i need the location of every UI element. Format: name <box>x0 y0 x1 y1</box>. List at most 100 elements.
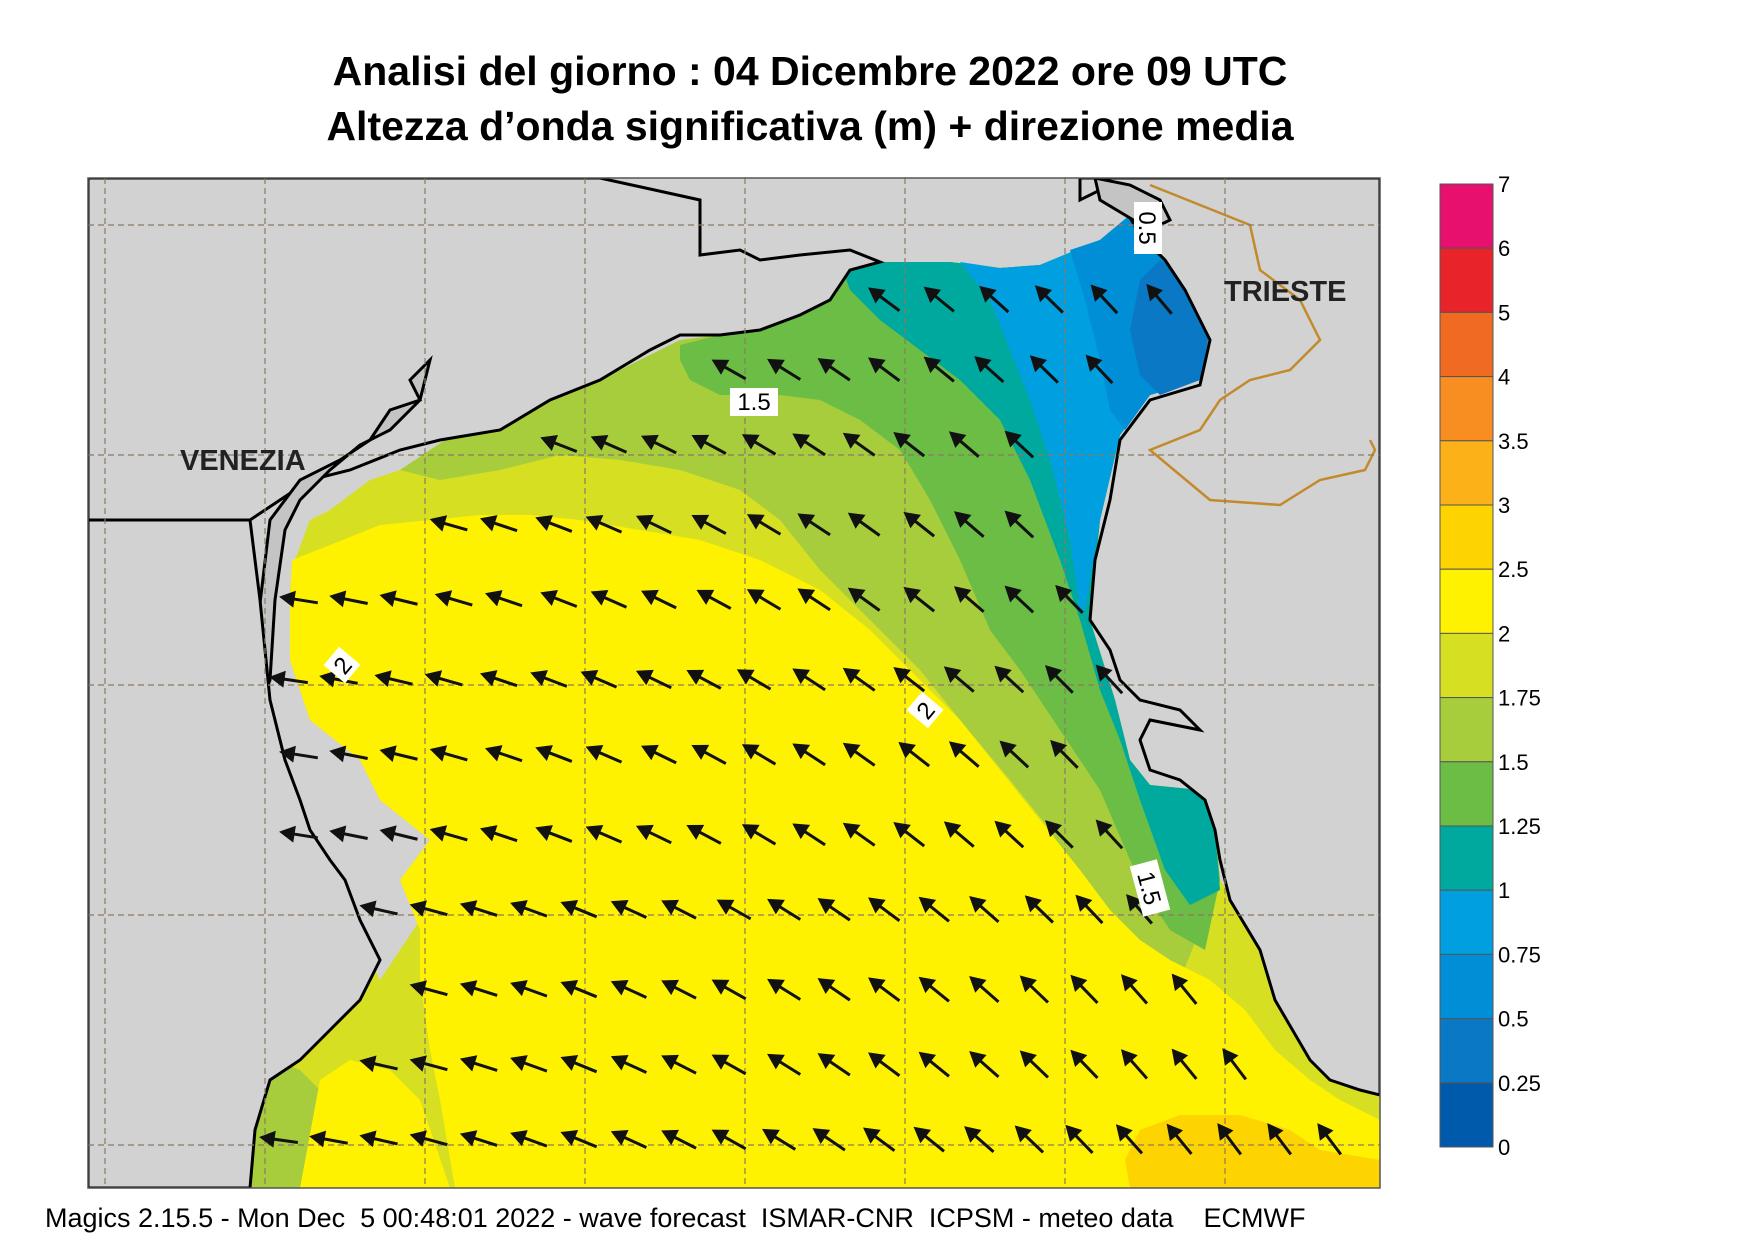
wave-arrow-head <box>661 1129 679 1146</box>
wave-arrow-head <box>560 980 579 996</box>
wave-arrow-head <box>868 977 886 994</box>
legend-level-label: 0.5 <box>1498 1007 1529 1032</box>
wave-arrow-head <box>379 825 397 842</box>
wave-arrow-head <box>964 1126 982 1143</box>
legend-swatch <box>1439 1018 1494 1084</box>
legend-level-label: 0 <box>1498 1135 1510 1160</box>
wave-arrow-head <box>329 745 347 763</box>
wave-arrow-head <box>969 896 987 913</box>
legend-swatch <box>1439 440 1494 506</box>
wave-arrow-head <box>635 514 654 531</box>
wave-arrow-head <box>1014 1125 1032 1143</box>
wave-arrow-head <box>510 980 528 997</box>
wave-arrow-head <box>746 589 765 605</box>
legend-level-label: 3 <box>1498 493 1510 518</box>
city-label-trieste: TRIESTE <box>1224 276 1346 308</box>
wave-arrow-head <box>510 1130 528 1147</box>
wave-arrow-head <box>590 589 609 606</box>
wave-arrow-head <box>847 587 866 604</box>
wave-arrow-head <box>1146 283 1163 302</box>
wave-arrow-head <box>1070 974 1088 992</box>
wave-arrow-head <box>540 435 558 451</box>
wave-arrow-head <box>1075 894 1093 912</box>
wave-arrow-head <box>1050 740 1068 758</box>
wave-arrow-head <box>797 513 816 530</box>
wave-arrow-head <box>1317 1123 1334 1141</box>
wave-direction-arrows <box>259 283 1343 1156</box>
legend-level-label: 0.25 <box>1498 1071 1541 1096</box>
wave-arrow-head <box>716 899 735 915</box>
wave-arrow-head <box>918 896 937 914</box>
wave-arrow-head <box>459 1130 478 1147</box>
legend-swatch <box>1439 568 1494 634</box>
color-legend: 7 6 5 4 3.5 3 2.5 2 1.75 1.5 1.25 1 0.75 0.5 0.25 0 <box>1439 172 1541 1160</box>
wave-arrow-head <box>1019 1050 1037 1068</box>
wave-arrow-head <box>817 978 836 994</box>
wave-arrow-head <box>279 745 296 763</box>
wave-arrow-head <box>560 1055 579 1071</box>
wave-arrow-head <box>767 1053 785 1070</box>
wave-arrow-head <box>1004 510 1022 528</box>
wave-arrow-head <box>1065 1124 1083 1142</box>
wave-arrow-head <box>279 825 296 843</box>
east-coast-land <box>1078 178 1380 1097</box>
wave-arrow-head <box>792 743 811 760</box>
wave-arrow-head <box>610 979 629 996</box>
wave-arrow-head <box>767 978 785 995</box>
wave-arrow-head <box>953 586 972 603</box>
map-frame <box>87 177 1381 1189</box>
wave-arrow-head <box>903 511 921 529</box>
wave-arrow-head <box>409 980 427 997</box>
wave-arrow-head <box>540 590 558 606</box>
wave-arrow-head <box>661 1054 679 1071</box>
legend-level-label: 1.75 <box>1498 686 1541 711</box>
wave-arrow-head <box>893 822 911 839</box>
wave-arrow-head <box>691 514 710 530</box>
wave-arrow-head <box>1222 1048 1239 1066</box>
wave-arrow-head <box>661 979 679 996</box>
wave-arrow-head <box>479 825 498 842</box>
wave-arrow-head <box>767 898 785 915</box>
wave-arrow-head <box>979 285 997 303</box>
wave-arrow-head <box>913 1126 932 1144</box>
contour-label-box <box>1134 202 1162 254</box>
wave-arrow-head <box>969 1051 987 1068</box>
wave-arrow-head <box>1055 584 1073 603</box>
wave-arrow-head <box>1045 665 1063 683</box>
wave-arrow-head <box>1126 894 1143 912</box>
wave-arrow-head <box>943 821 962 838</box>
wave-arrow-head <box>379 590 397 607</box>
north-coast-land <box>88 178 885 522</box>
wave-arrow-head <box>868 1052 886 1069</box>
wave-arrow-head <box>1024 895 1042 913</box>
legend-swatch <box>1439 889 1494 955</box>
legend-level-label: 6 <box>1498 236 1510 261</box>
wave-arrow-head <box>409 1055 427 1072</box>
wave-arrow-head <box>711 1129 730 1145</box>
wave-arrow-head <box>948 741 967 758</box>
legend-swatch <box>1439 632 1494 699</box>
wave-arrow-head <box>862 1127 881 1144</box>
wave-arrow-head <box>746 514 765 530</box>
wave-arrow-head <box>359 1055 377 1073</box>
contour-label: 0.5 <box>1133 211 1160 244</box>
chart-title-line1: Analisi del giorno : 04 Dicembre 2022 or… <box>332 48 1288 94</box>
wave-arrow-head <box>696 589 715 605</box>
wave-arrow-head <box>1045 820 1063 838</box>
wave-arrow-head <box>580 669 599 686</box>
wave-arrow-head <box>459 980 478 997</box>
wave-arrow-head <box>792 668 811 685</box>
wave-arrow-head <box>479 670 498 687</box>
wave-arrow-head <box>590 434 609 451</box>
wave-arrow-head <box>868 897 886 914</box>
wave-arrow-head <box>641 434 659 451</box>
venice-lagoon-islands <box>256 355 433 701</box>
wave-arrow-head <box>309 1130 327 1148</box>
legend-level-label: 1.5 <box>1498 750 1529 775</box>
contour-label-box <box>730 388 778 416</box>
wave-arrow-head <box>510 1055 528 1072</box>
wave-arrow-head <box>429 825 448 842</box>
wave-arrow-head <box>641 744 659 761</box>
wave-arrow-head <box>948 431 967 448</box>
